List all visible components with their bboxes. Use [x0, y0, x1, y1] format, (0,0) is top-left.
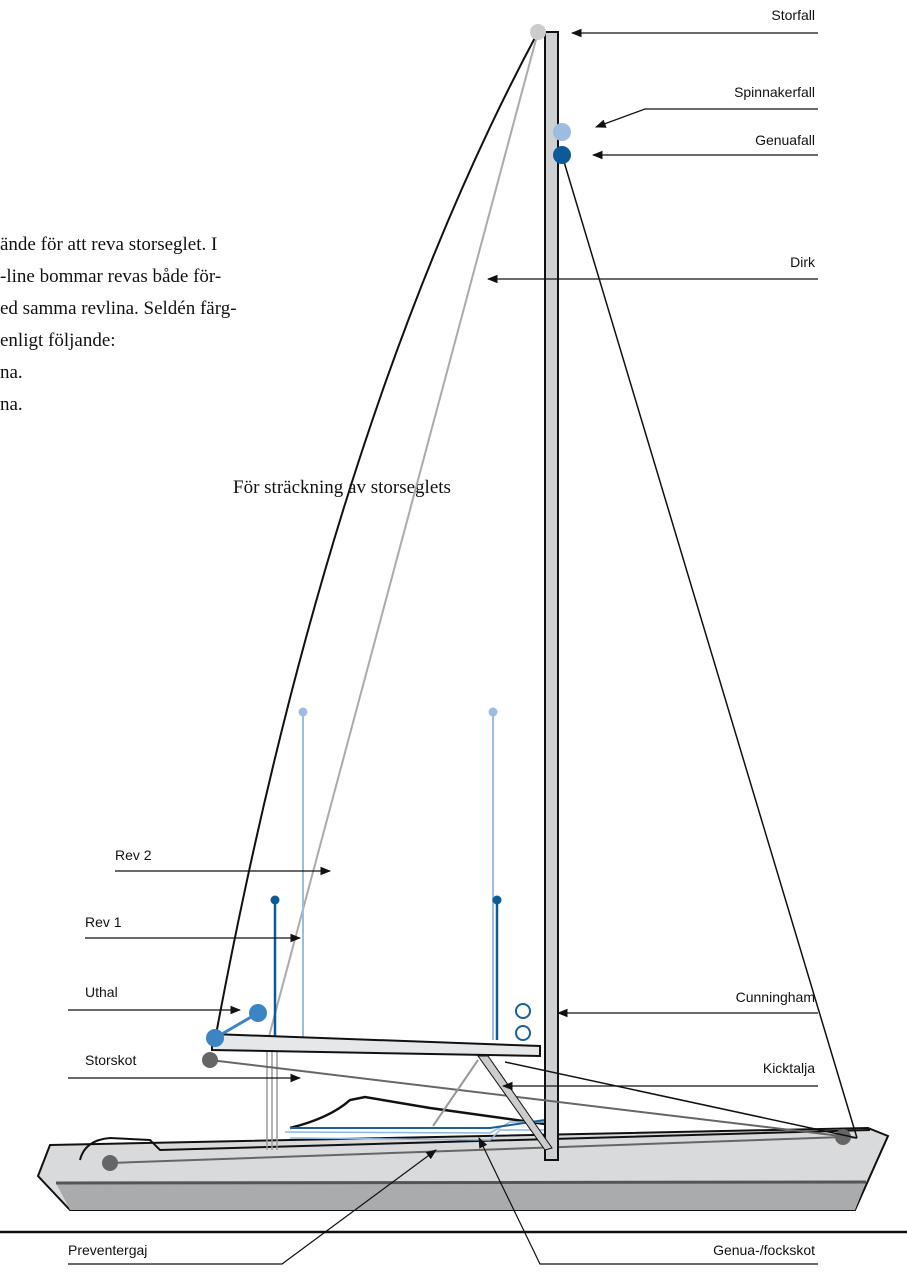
topping-lift [267, 31, 539, 1041]
deck [79, 1129, 871, 1161]
label: Genua-/fockskot [713, 1242, 815, 1258]
reef-point [298, 707, 308, 717]
spinnaker-halyard [553, 123, 571, 141]
block [202, 1052, 218, 1068]
paragraph-line: För sträckning av storseglets [233, 477, 451, 498]
cunningham-ring [515, 1003, 531, 1019]
label: Rev 1 [85, 914, 122, 930]
vang-line [504, 1061, 858, 1139]
label: Spinnakerfall [734, 84, 815, 100]
mast [544, 31, 559, 1161]
reef-point [492, 895, 502, 905]
paragraph-line: ände för att reva storseglet. I [0, 234, 217, 255]
paragraph-line: enligt följande: [0, 330, 116, 351]
paragraph-line: na. [0, 394, 23, 415]
paragraph-line: ed samma revlina. Seldén färg- [0, 298, 237, 319]
genoa-halyard [553, 146, 571, 164]
label: Storskot [85, 1052, 136, 1068]
label: Dirk [790, 254, 816, 270]
paragraph: ände för att reva storseglet. I -line bo… [0, 234, 451, 498]
label: Storfall [771, 7, 815, 23]
pointer [594, 108, 818, 128]
pointer [478, 1137, 818, 1265]
outhaul-block [206, 1029, 224, 1047]
paragraph-line: -line bommar revas både för- [0, 266, 221, 287]
label: Preventergaj [68, 1242, 147, 1258]
mainsail-leech [214, 31, 539, 1041]
cabin [289, 1095, 546, 1130]
hull-bottom [56, 1182, 866, 1210]
pointer [68, 1149, 437, 1265]
kicker-line [432, 1059, 479, 1127]
boat [0, 24, 907, 1234]
boom [211, 1032, 541, 1058]
label: Cunningham [736, 989, 815, 1005]
kicker-strut [477, 1055, 553, 1151]
hull-stripe [55, 1180, 867, 1185]
cunningham-ring [515, 1025, 531, 1041]
labels: Storfall Spinnakerfall Genuafall Dirk Re… [68, 7, 818, 1265]
label: Rev 2 [115, 847, 152, 863]
paragraph-line: na. [0, 362, 23, 383]
label: Uthal [85, 984, 118, 1000]
reef-point [488, 707, 498, 717]
backstay-line [209, 1059, 858, 1139]
block [102, 1155, 118, 1171]
outhaul-block [249, 1004, 267, 1022]
mainsheet [266, 1050, 278, 1150]
forestay [561, 154, 858, 1139]
label: Genuafall [755, 132, 815, 148]
preventer [109, 1136, 844, 1164]
label: Kicktalja [763, 1060, 815, 1076]
masthead [530, 24, 546, 40]
reef-point [270, 895, 280, 905]
